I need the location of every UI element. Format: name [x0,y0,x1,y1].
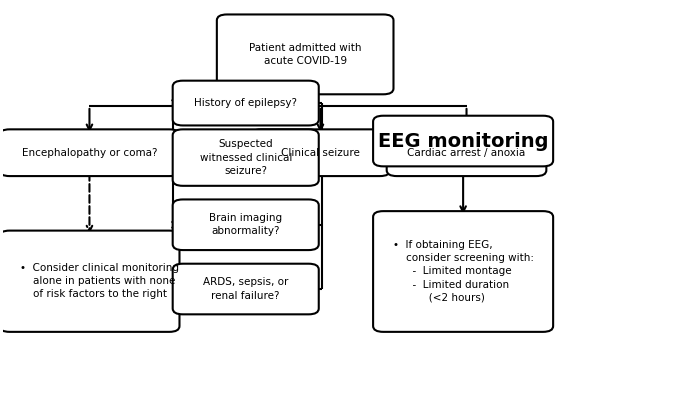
FancyBboxPatch shape [173,81,319,126]
FancyBboxPatch shape [373,116,553,166]
FancyBboxPatch shape [0,231,179,332]
Text: Suspected
witnessed clinical
seizure?: Suspected witnessed clinical seizure? [199,139,292,176]
FancyBboxPatch shape [0,129,179,176]
FancyBboxPatch shape [387,129,547,176]
FancyBboxPatch shape [217,15,393,94]
Text: •  Consider clinical monitoring
    alone in patients with none
    of risk fact: • Consider clinical monitoring alone in … [20,263,179,299]
Text: ARDS, sepsis, or
renal failure?: ARDS, sepsis, or renal failure? [203,277,288,301]
FancyBboxPatch shape [373,211,553,332]
Text: Patient admitted with
acute COVID-19: Patient admitted with acute COVID-19 [249,43,362,66]
Text: EEG monitoring: EEG monitoring [378,132,549,150]
FancyBboxPatch shape [173,264,319,314]
Text: Brain imaging
abnormality?: Brain imaging abnormality? [209,213,282,236]
FancyBboxPatch shape [173,129,319,186]
Text: •  If obtaining EEG,
    consider screening with:
      -  Limited montage
     : • If obtaining EEG, consider screening w… [393,240,534,303]
Text: Clinical seizure: Clinical seizure [281,148,360,158]
Text: Encephalopathy or coma?: Encephalopathy or coma? [22,148,158,158]
Text: History of epilepsy?: History of epilepsy? [195,98,297,108]
FancyBboxPatch shape [251,129,390,176]
Text: Cardiac arrest / anoxia: Cardiac arrest / anoxia [408,148,525,158]
FancyBboxPatch shape [173,199,319,250]
